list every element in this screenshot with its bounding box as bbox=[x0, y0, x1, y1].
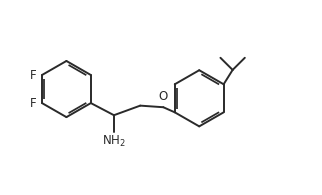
Text: F: F bbox=[30, 68, 36, 82]
Text: F: F bbox=[30, 97, 36, 110]
Text: NH$_2$: NH$_2$ bbox=[102, 134, 126, 149]
Text: O: O bbox=[159, 90, 168, 103]
